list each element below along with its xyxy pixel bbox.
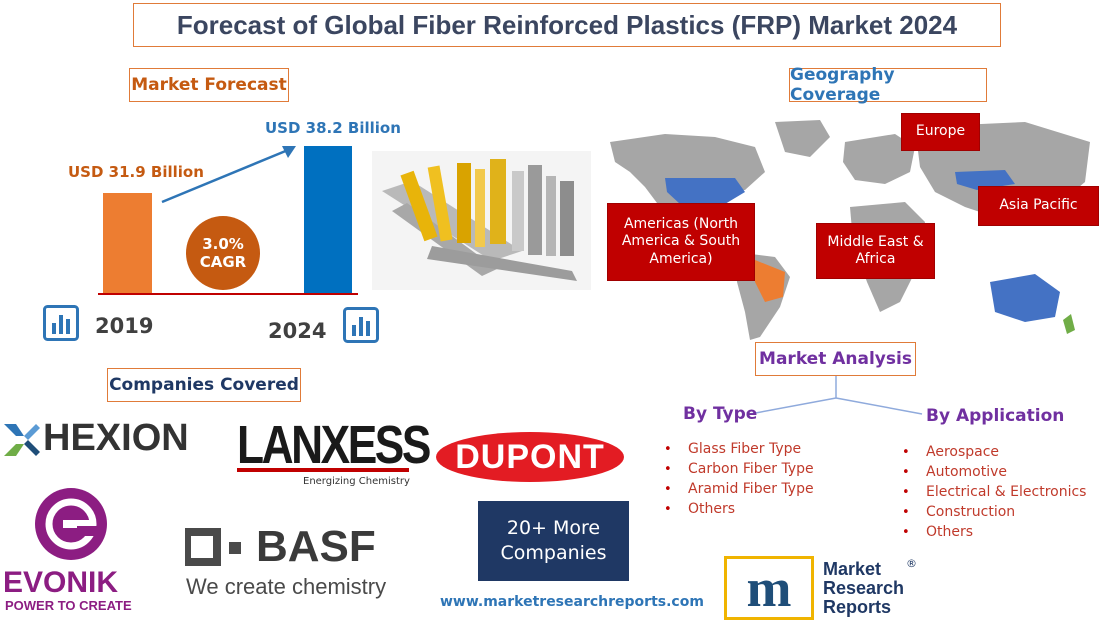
more-companies-box: 20+ More Companies: [478, 501, 629, 581]
list-item: • Electrical & Electronics: [902, 484, 1087, 500]
frp-profiles-image: [372, 151, 591, 290]
brand-name: Market Research Reports: [823, 560, 904, 617]
market-analysis-heading: Market Analysis: [755, 342, 916, 376]
website-link[interactable]: www.marketresearchreports.com: [440, 594, 704, 610]
brand-mark-box: m: [724, 556, 814, 620]
registered-mark: ®: [906, 557, 917, 570]
region-asia-pacific: Asia Pacific: [978, 186, 1099, 226]
lanxess-tagline: Energizing Chemistry: [303, 476, 410, 487]
list-item: • Others: [664, 501, 736, 517]
brand-line-2: Research: [823, 578, 905, 598]
basf-logo-icon: [185, 528, 241, 566]
evonik-tagline: POWER TO CREATE: [5, 598, 132, 613]
bar-chart-icon: [343, 307, 379, 343]
list-item: • Aramid Fiber Type: [664, 481, 814, 497]
brand-mark-icon: m: [746, 558, 792, 618]
market-forecast-heading: Market Forecast: [129, 68, 289, 102]
lanxess-logo: LANXESS: [237, 415, 431, 475]
list-item: • Glass Fiber Type: [664, 441, 802, 457]
basf-logo: BASF: [256, 522, 376, 571]
brand-line-3: Reports: [823, 597, 892, 617]
list-item: • Aerospace: [902, 444, 1000, 460]
bar-2024: [304, 146, 352, 294]
evonik-logo: EVONIK: [3, 566, 119, 599]
dupont-logo: DUPONT: [455, 437, 605, 476]
lanxess-underline: [237, 468, 409, 472]
baseline: [98, 293, 358, 295]
value-2019-label: USD 31.9 Billion: [68, 163, 204, 181]
bar-2019: [103, 192, 152, 294]
companies-heading: Companies Covered: [107, 368, 301, 402]
list-item: • Automotive: [902, 464, 1007, 480]
region-middle-east-africa: Middle East & Africa: [816, 223, 935, 279]
year-2024: 2024: [268, 319, 327, 343]
analysis-connector: [749, 376, 923, 415]
list-item: • Carbon Fiber Type: [664, 461, 814, 477]
type-list: • Glass Fiber Type • Carbon Fiber Type • Ar…: [664, 439, 814, 519]
cagr-label: CAGR: [199, 253, 247, 271]
by-type-heading: By Type: [683, 404, 758, 424]
hexion-logo-icon: [4, 424, 40, 456]
region-europe: Europe: [901, 113, 980, 151]
by-application-heading: By Application: [926, 406, 1065, 426]
cagr-value: 3.0%: [202, 235, 244, 253]
region-americas: Americas (North America & South America): [607, 203, 755, 281]
basf-tagline: We create chemistry: [186, 574, 387, 599]
cagr-badge: 3.0% CAGR: [186, 216, 260, 290]
value-2024-label: USD 38.2 Billion: [265, 119, 401, 137]
brand-line-1: Market: [823, 559, 882, 579]
hexion-logo: HEXION: [43, 417, 189, 459]
list-item: • Others: [902, 524, 974, 540]
year-2019: 2019: [95, 314, 154, 338]
bar-chart-icon: [43, 305, 79, 341]
evonik-logo-icon: [35, 488, 107, 560]
page-title: Forecast of Global Fiber Reinforced Plas…: [133, 3, 1001, 47]
geography-heading: Geography Coverage: [789, 65, 987, 105]
list-item: • Construction: [902, 504, 1016, 520]
dupont-oval: [436, 432, 624, 482]
application-list: • Aerospace • Automotive • Electrical & Ele…: [902, 442, 1086, 542]
growth-arrow-icon: [161, 146, 296, 204]
